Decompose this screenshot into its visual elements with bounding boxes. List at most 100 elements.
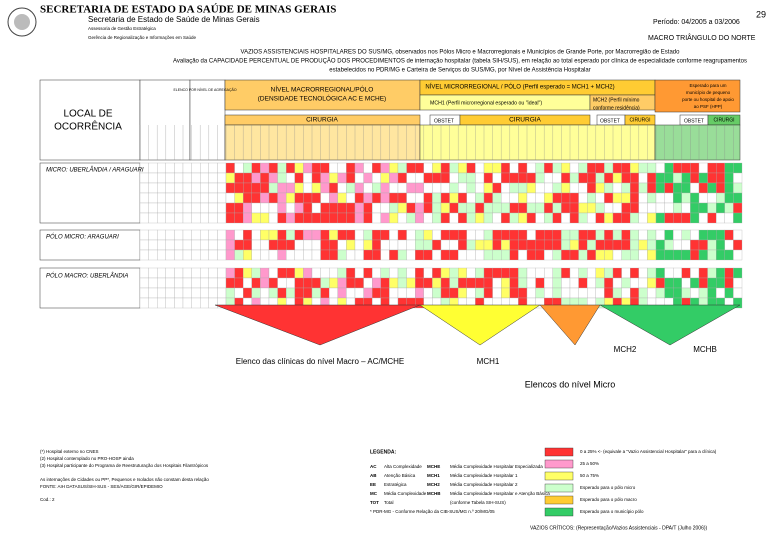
cell <box>526 192 536 204</box>
cell <box>217 277 227 289</box>
cell <box>690 182 700 194</box>
cell <box>466 287 476 299</box>
cell <box>466 212 476 224</box>
cell <box>492 192 502 204</box>
bottom-label: MCH1 <box>477 357 500 366</box>
cell <box>363 162 373 174</box>
legend-item: Alta Complexidade <box>384 464 422 469</box>
cell <box>277 162 287 174</box>
cell <box>286 277 295 289</box>
cell <box>673 172 682 184</box>
cell <box>440 277 450 289</box>
cell <box>655 229 665 241</box>
cell <box>587 267 596 279</box>
cell <box>225 162 235 174</box>
cell <box>535 287 545 299</box>
logo-inner <box>14 14 30 30</box>
cell <box>286 172 295 184</box>
cell <box>200 229 209 241</box>
cell <box>535 277 545 289</box>
elenco-box <box>189 79 226 161</box>
cell <box>251 229 261 241</box>
line: Assessoria de Gestão Estratégica <box>88 26 156 31</box>
cell <box>595 239 605 251</box>
cell <box>191 229 201 241</box>
cell <box>716 287 725 299</box>
cell <box>483 192 493 204</box>
cell <box>621 229 631 241</box>
cell <box>526 239 536 251</box>
macro-header: (DENSIDADE TECNOLÓGICA AC E MCHE) <box>258 94 386 103</box>
cell <box>664 267 674 279</box>
cell <box>475 202 485 214</box>
cell <box>690 212 700 224</box>
cell <box>380 229 390 241</box>
cell <box>191 182 201 194</box>
cell <box>595 202 605 214</box>
cell <box>466 249 476 261</box>
cell <box>234 277 244 289</box>
cell <box>165 172 175 184</box>
cell <box>329 267 338 279</box>
cell <box>544 229 553 241</box>
cell <box>191 172 201 184</box>
cell <box>698 229 708 241</box>
cell <box>389 287 399 299</box>
cell <box>182 249 192 261</box>
cell <box>483 182 493 194</box>
cell <box>492 212 502 224</box>
cell <box>174 287 184 299</box>
cell <box>200 239 209 251</box>
cell <box>621 287 631 299</box>
cell <box>561 239 571 251</box>
cell <box>449 212 459 224</box>
cell <box>277 229 287 241</box>
cell <box>561 192 571 204</box>
cell <box>569 182 579 194</box>
cell <box>475 212 485 224</box>
cell <box>397 287 407 299</box>
cell <box>208 192 218 204</box>
row-label: PÓLO MACRO: UBERLÂNDIA <box>46 273 128 280</box>
cell <box>217 212 227 224</box>
micro-cirurgia: CIRURGIA <box>509 117 541 124</box>
cell <box>208 202 218 214</box>
cell <box>148 267 158 279</box>
cell <box>569 192 579 204</box>
cell <box>234 182 244 194</box>
cell <box>243 202 252 214</box>
cell <box>217 172 227 184</box>
cell <box>707 212 717 224</box>
cell <box>182 239 192 251</box>
cell <box>268 212 278 224</box>
cell <box>354 277 364 289</box>
cell <box>440 212 450 224</box>
cell <box>578 249 588 261</box>
cell <box>303 267 313 279</box>
cell <box>518 287 528 299</box>
cell <box>690 162 700 174</box>
description: estabelecidos no PDR/MG e Carteira de Se… <box>329 68 590 74</box>
cell <box>311 202 321 214</box>
cell <box>612 249 622 261</box>
cell <box>251 239 261 251</box>
cell <box>380 192 390 204</box>
hpp-header: Esperado para um <box>689 83 726 88</box>
cell <box>415 287 424 299</box>
cell <box>157 277 166 289</box>
cell <box>716 182 725 194</box>
cell <box>621 277 631 289</box>
cell <box>277 202 287 214</box>
cell <box>337 182 347 194</box>
note: (3) Hospital participante do Programa de… <box>40 463 209 468</box>
cell <box>329 249 338 261</box>
cell <box>200 192 209 204</box>
cell <box>552 229 562 241</box>
macro-header: NÍVEL MACRORREGIONAL/PÓLO <box>271 85 374 94</box>
cell <box>372 249 381 261</box>
cell <box>724 172 734 184</box>
cell <box>363 239 373 251</box>
cell <box>561 162 571 174</box>
cell <box>612 229 622 241</box>
scale-label: Esperado para o pólo micro <box>580 485 636 490</box>
